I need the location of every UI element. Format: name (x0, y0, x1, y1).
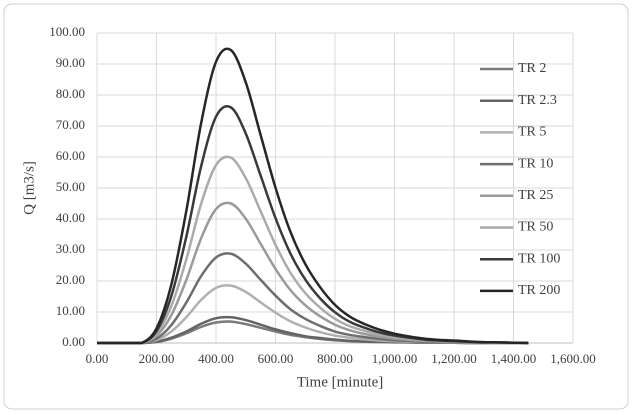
x-axis-title: Time [minute] (297, 374, 384, 390)
y-tick-label: 70.00 (56, 117, 85, 132)
y-tick-label: 90.00 (56, 55, 85, 70)
x-tick-label: 600.00 (258, 351, 294, 366)
legend-label: TR 50 (518, 220, 553, 235)
y-tick-label: 40.00 (56, 210, 85, 225)
y-tick-label: 100.00 (49, 24, 85, 39)
x-tick-label: 1,200.00 (431, 351, 477, 366)
legend-label: TR 25 (518, 188, 553, 203)
y-tick-label: 50.00 (56, 179, 85, 194)
y-tick-label: 10.00 (56, 303, 85, 318)
y-tick-label: 30.00 (56, 241, 85, 256)
y-tick-label: 80.00 (56, 86, 85, 101)
legend-label: TR 2.3 (518, 93, 557, 108)
x-tick-label: 1,600.00 (550, 351, 596, 366)
chart-frame (3, 3, 629, 410)
x-tick-label: 800.00 (317, 351, 353, 366)
legend-label: TR 2 (518, 61, 546, 76)
x-tick-label: 1,000.00 (372, 351, 418, 366)
legend-label: TR 5 (518, 125, 546, 140)
x-tick-label: 1,400.00 (491, 351, 537, 366)
x-tick-label: 400.00 (198, 351, 234, 366)
y-tick-label: 0.00 (62, 334, 85, 349)
x-tick-label: 200.00 (139, 351, 175, 366)
series-line (97, 47, 529, 345)
x-tick-label: 0.00 (86, 351, 109, 366)
y-tick-label: 20.00 (56, 272, 85, 287)
legend-label: TR 100 (518, 251, 560, 266)
legend-label: TR 200 (518, 283, 560, 298)
legend-label: TR 10 (518, 156, 553, 171)
y-tick-label: 60.00 (56, 148, 85, 163)
y-axis-title: Q [m3/s] (21, 161, 37, 215)
